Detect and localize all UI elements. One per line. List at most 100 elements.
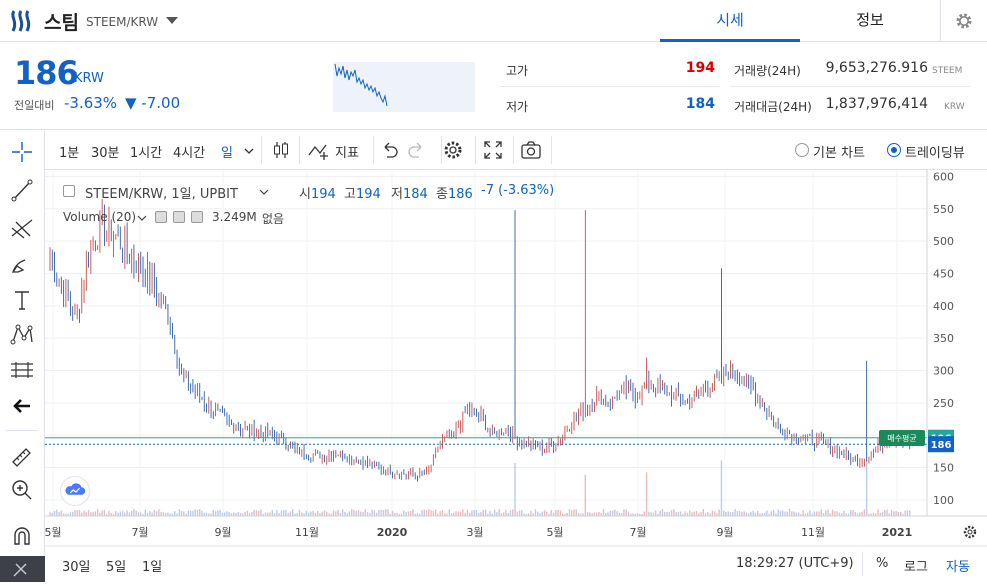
interval-30m[interactable]: 30분 — [91, 146, 120, 161]
volume-bar — [881, 512, 884, 516]
indicators-label[interactable]: 지표 — [335, 146, 359, 161]
percent-toggle[interactable]: % — [876, 556, 889, 571]
text-tool[interactable] — [6, 284, 38, 316]
volume-bar — [169, 513, 171, 516]
volume-bar — [659, 510, 661, 516]
volume-bar — [736, 511, 739, 516]
volume-bar — [850, 510, 852, 516]
eye-icon[interactable] — [155, 211, 167, 223]
volume-bar — [693, 511, 695, 516]
volume-bar — [69, 512, 72, 516]
chevron-down-icon[interactable] — [166, 17, 178, 24]
settings-button[interactable] — [940, 0, 987, 42]
chart-area[interactable]: 600550500450400350300250200150100 5월7월9월… — [45, 170, 987, 582]
legend-low: 저184 — [391, 183, 428, 202]
volume-bar — [466, 509, 469, 516]
measure-tool[interactable] — [6, 440, 38, 472]
range-5d[interactable]: 5일 — [106, 560, 127, 575]
volume-bar — [779, 510, 782, 516]
pitchfork-icon — [11, 219, 33, 239]
volume-bar — [371, 509, 373, 516]
crosshair-tool[interactable] — [6, 136, 38, 168]
volume-bar — [797, 512, 800, 516]
log-toggle[interactable]: 로그 — [904, 560, 928, 575]
volume-bar — [348, 511, 351, 516]
close-icon[interactable] — [191, 211, 203, 223]
time-tick-label: 9월 — [716, 526, 733, 539]
volume-bar — [870, 513, 872, 516]
volume-bar — [203, 512, 205, 516]
volume-bar — [498, 509, 500, 516]
prediction-tool[interactable] — [6, 354, 38, 386]
pattern-tool[interactable] — [6, 318, 38, 350]
basic-chart-label[interactable]: 기본 차트 — [813, 146, 865, 161]
volume-bar — [419, 513, 421, 516]
avg-buy-box — [879, 430, 925, 446]
divider — [261, 136, 262, 164]
volume-bar — [561, 513, 564, 516]
magnet-tool[interactable] — [6, 520, 38, 552]
volume-bar — [854, 512, 856, 516]
volume-bar — [183, 511, 185, 516]
price-labels: 196186 — [928, 429, 954, 453]
brush-tool[interactable] — [6, 248, 38, 280]
volume-bar — [532, 513, 534, 516]
zoom-tool[interactable] — [6, 474, 38, 506]
volume-bar — [264, 512, 267, 516]
hide-drawings-button[interactable] — [0, 556, 45, 582]
volume-bar — [314, 512, 317, 516]
gear-icon[interactable] — [173, 211, 185, 223]
volume-bar — [661, 509, 664, 516]
volume-bar — [890, 509, 893, 516]
interval-1d[interactable]: 일 — [221, 146, 233, 161]
chevron-down-icon[interactable] — [137, 214, 147, 222]
fib-tool[interactable] — [6, 212, 38, 244]
coin-name: 스팀 — [44, 12, 79, 34]
volume-bar — [834, 511, 836, 516]
tradingview-radio[interactable] — [887, 143, 901, 157]
collapse-legend-button[interactable] — [63, 185, 75, 197]
fullscreen-icon[interactable] — [481, 138, 505, 162]
chart-grid — [45, 170, 927, 516]
auto-toggle[interactable]: 자동 — [946, 560, 970, 575]
volume-bar — [96, 509, 99, 516]
price-label-box — [928, 436, 954, 453]
tab-quote[interactable]: 시세 — [660, 0, 800, 42]
redo-icon[interactable] — [405, 138, 429, 162]
basic-chart-radio[interactable] — [795, 143, 809, 157]
volume-bar — [375, 512, 378, 516]
time-tick-label: 7월 — [131, 526, 148, 539]
zoom-in-icon — [12, 480, 32, 500]
volume-bar — [770, 511, 773, 516]
chevron-down-icon[interactable] — [259, 188, 269, 196]
volume-bar — [611, 510, 614, 516]
tradingview-label[interactable]: 트레이딩뷰 — [905, 146, 965, 161]
gear-icon[interactable] — [441, 138, 465, 162]
volume-bar — [786, 511, 788, 516]
tradingview-logo[interactable] — [60, 476, 90, 506]
candles-icon[interactable] — [269, 138, 293, 162]
volume-bar — [865, 460, 868, 516]
trendline-tool[interactable] — [6, 174, 38, 206]
chevron-down-icon[interactable] — [243, 146, 255, 156]
back-tool[interactable] — [6, 390, 38, 422]
volume-bar — [142, 513, 144, 516]
pattern-icon — [10, 324, 33, 345]
volume-bar — [734, 509, 736, 516]
range-30d[interactable]: 30일 — [62, 560, 91, 575]
volume-bar — [439, 511, 441, 516]
volume-bar — [793, 511, 795, 516]
price-chart[interactable]: 600550500450400350300250200150100 5월7월9월… — [45, 170, 987, 582]
tab-info[interactable]: 정보 — [856, 11, 884, 29]
indicators-icon[interactable] — [307, 138, 331, 162]
range-1d[interactable]: 1일 — [142, 560, 163, 575]
undo-icon[interactable] — [377, 138, 401, 162]
volume-bar — [287, 512, 289, 516]
volume-bar — [330, 513, 332, 516]
volume-bar — [321, 511, 323, 516]
interval-1h[interactable]: 1시간 — [130, 146, 163, 161]
volume-bar — [741, 511, 743, 516]
camera-icon[interactable] — [519, 138, 543, 162]
interval-4h[interactable]: 4시간 — [173, 146, 206, 161]
interval-1m[interactable]: 1분 — [59, 146, 80, 161]
